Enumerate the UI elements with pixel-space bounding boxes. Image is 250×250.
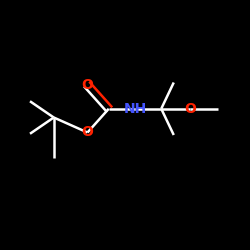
Text: O: O xyxy=(82,78,94,92)
Text: O: O xyxy=(82,126,94,140)
Text: NH: NH xyxy=(124,102,146,116)
Text: O: O xyxy=(184,102,196,116)
